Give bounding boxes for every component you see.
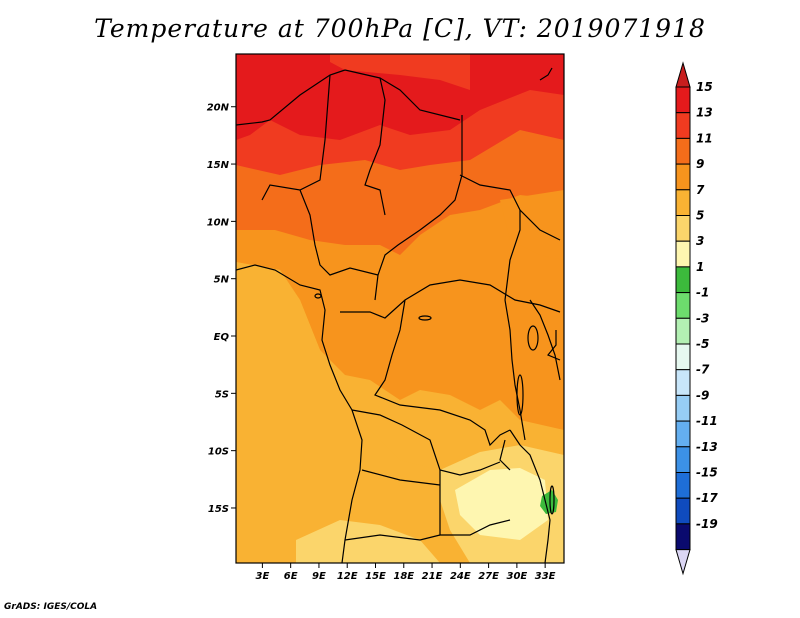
field-region-3c bbox=[455, 468, 548, 540]
colorbar-swatch bbox=[675, 292, 691, 319]
colorbar-swatch bbox=[675, 112, 691, 139]
lon-tick-label: 3E bbox=[255, 571, 269, 582]
colorbar-label: 13 bbox=[696, 106, 713, 120]
colorbar-swatch bbox=[675, 420, 691, 448]
country-borders bbox=[236, 67, 561, 563]
colorbar-label: -1 bbox=[696, 286, 709, 300]
colorbar-label: 1 bbox=[696, 260, 704, 274]
lat-tick-label: 5N bbox=[214, 275, 230, 286]
lat-tick-label: 20N bbox=[207, 103, 230, 114]
colorbar-swatch bbox=[675, 317, 691, 345]
colorbar-swatch bbox=[675, 497, 691, 525]
latitude-axis: 20N 15N 10N 5N EQ 5S 10S 15S bbox=[207, 103, 236, 515]
lon-tick-label: 24E bbox=[450, 571, 471, 582]
longitude-axis: 3E 6E 9E 12E 15E 18E 21E 24E 27E 30E 33E bbox=[255, 563, 556, 582]
colorbar-label: -13 bbox=[696, 440, 718, 454]
lon-tick-label: 9E bbox=[312, 571, 326, 582]
colorbar-label: 5 bbox=[696, 209, 704, 223]
colorbar: 15 13 11 9 7 5 3 1 -1 -3 -5 -7 -9 -11 -13 -15 -17 -19 bbox=[675, 61, 718, 576]
lakes bbox=[314, 293, 555, 515]
colorbar-swatch bbox=[675, 86, 691, 114]
colorbar-swatch bbox=[675, 266, 691, 294]
lat-tick-label: 5S bbox=[215, 389, 229, 400]
colorbar-label: -3 bbox=[696, 311, 709, 325]
colorbar-swatch bbox=[675, 369, 691, 396]
field-region-5c-sw bbox=[296, 520, 440, 563]
colorbar-swatch bbox=[675, 240, 691, 268]
colorbar-label: -9 bbox=[696, 388, 709, 402]
colorbar-label: 7 bbox=[696, 183, 705, 197]
lon-tick-label: 27E bbox=[478, 571, 499, 582]
colorbar-swatch bbox=[675, 189, 691, 217]
colorbar-label: -7 bbox=[696, 363, 710, 377]
colorbar-label: -11 bbox=[696, 414, 718, 428]
lat-tick-label: 10N bbox=[207, 217, 230, 228]
colorbar-label: -17 bbox=[696, 491, 718, 505]
colorbar-swatch bbox=[675, 137, 691, 165]
field-region-15c bbox=[236, 54, 564, 140]
colorbar-bottom-triangle bbox=[675, 549, 691, 576]
lat-tick-label: 15S bbox=[208, 504, 229, 515]
lon-tick-label: 12E bbox=[337, 571, 358, 582]
lat-tick-label: 10S bbox=[208, 447, 229, 458]
lon-tick-label: 6E bbox=[284, 571, 298, 582]
colorbar-swatch bbox=[675, 446, 691, 473]
colorbar-label: -15 bbox=[696, 466, 718, 480]
lat-tick-label: EQ bbox=[214, 332, 230, 343]
lat-tick-label: 15N bbox=[207, 160, 230, 171]
lon-tick-label: 15E bbox=[365, 571, 386, 582]
map-title: Temperature at 700hPa [C], VT: 201907191… bbox=[94, 14, 706, 43]
lon-tick-label: 18E bbox=[393, 571, 414, 582]
map-frame bbox=[235, 53, 565, 564]
colorbar-top-triangle bbox=[675, 61, 691, 88]
colorbar-label: 11 bbox=[696, 131, 713, 145]
colorbar-label: 15 bbox=[696, 80, 713, 94]
colorbar-label: -19 bbox=[696, 517, 718, 531]
grads-credit: GrADS: IGES/COLA bbox=[4, 602, 98, 612]
field-region-9c bbox=[236, 190, 564, 430]
lon-tick-label: 21E bbox=[422, 571, 443, 582]
lon-tick-label: 30E bbox=[506, 571, 527, 582]
lon-tick-label: 33E bbox=[535, 571, 556, 582]
colorbar-label: 9 bbox=[696, 157, 704, 171]
colorbar-swatch bbox=[675, 343, 691, 371]
colorbar-swatch bbox=[675, 394, 691, 422]
colorbar-swatch bbox=[675, 215, 691, 242]
colorbar-bottom-swatch bbox=[675, 523, 691, 551]
colorbar-swatch bbox=[675, 163, 691, 191]
colorbar-swatch bbox=[675, 472, 691, 499]
colorbar-label: 3 bbox=[696, 234, 704, 248]
colorbar-label: -5 bbox=[696, 337, 709, 351]
